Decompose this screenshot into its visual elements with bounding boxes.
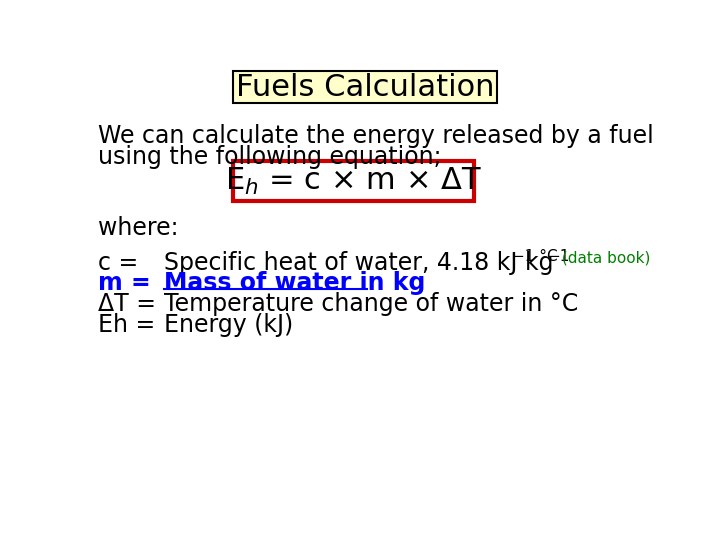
Text: where:: where: [98,216,179,240]
Text: Energy (kJ): Energy (kJ) [163,313,293,337]
Text: We can calculate the energy released by a fuel: We can calculate the energy released by … [98,124,654,147]
Text: ΔT =: ΔT = [98,292,163,316]
Text: m =: m = [98,272,158,295]
Text: −1 °C: −1 °C [512,249,557,264]
Text: Specific heat of water, 4.18 kJ kg: Specific heat of water, 4.18 kJ kg [163,251,553,275]
Text: (data book): (data book) [557,251,651,266]
Text: Fuels Calculation: Fuels Calculation [236,72,495,102]
FancyBboxPatch shape [233,71,497,103]
FancyBboxPatch shape [233,161,474,201]
Text: c =: c = [98,251,145,275]
Text: E$_h$ = c × m × ΔT: E$_h$ = c × m × ΔT [225,166,482,197]
Text: −1: −1 [547,249,570,264]
Text: Eh =: Eh = [98,313,163,337]
Text: using the following equation;: using the following equation; [98,145,441,169]
Text: Mass of water in kg: Mass of water in kg [163,272,425,295]
Text: Temperature change of water in °C: Temperature change of water in °C [163,292,578,316]
